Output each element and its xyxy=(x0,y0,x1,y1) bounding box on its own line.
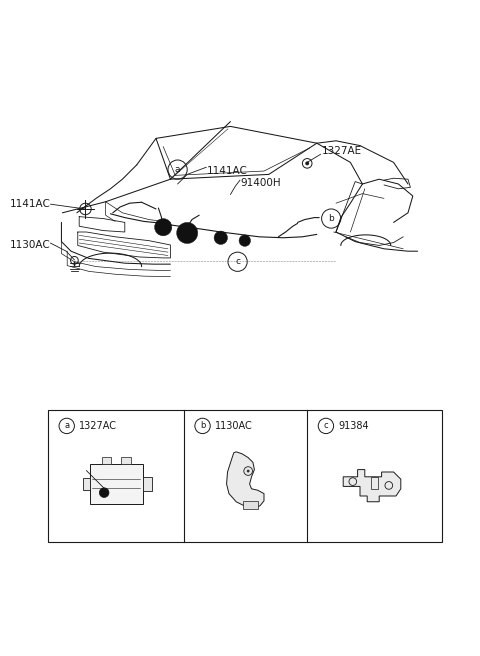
Text: 1141AC: 1141AC xyxy=(206,165,247,176)
Text: a: a xyxy=(175,165,180,174)
Text: c: c xyxy=(235,257,240,266)
Polygon shape xyxy=(343,470,401,502)
Text: 91400H: 91400H xyxy=(240,178,281,188)
Text: 1327AE: 1327AE xyxy=(322,146,362,156)
Bar xyxy=(83,478,90,490)
Text: c: c xyxy=(324,421,328,430)
Text: 1141AC: 1141AC xyxy=(10,199,50,209)
Circle shape xyxy=(177,222,198,243)
Bar xyxy=(90,464,143,504)
Bar xyxy=(371,477,378,489)
Bar xyxy=(48,409,442,542)
Circle shape xyxy=(155,218,172,236)
Bar xyxy=(102,457,111,464)
Circle shape xyxy=(214,231,228,245)
Text: 91384: 91384 xyxy=(338,421,369,431)
Circle shape xyxy=(239,235,251,247)
Bar xyxy=(243,501,258,510)
Bar xyxy=(121,457,131,464)
Text: a: a xyxy=(64,421,69,430)
Text: b: b xyxy=(328,214,334,223)
Text: 1130AC: 1130AC xyxy=(215,421,253,431)
Circle shape xyxy=(99,488,109,497)
Text: 1327AC: 1327AC xyxy=(79,421,117,431)
Text: b: b xyxy=(200,421,205,430)
Bar xyxy=(143,477,152,491)
Circle shape xyxy=(247,470,250,472)
Polygon shape xyxy=(227,452,264,508)
Circle shape xyxy=(305,161,309,165)
Text: 1130AC: 1130AC xyxy=(10,241,50,251)
